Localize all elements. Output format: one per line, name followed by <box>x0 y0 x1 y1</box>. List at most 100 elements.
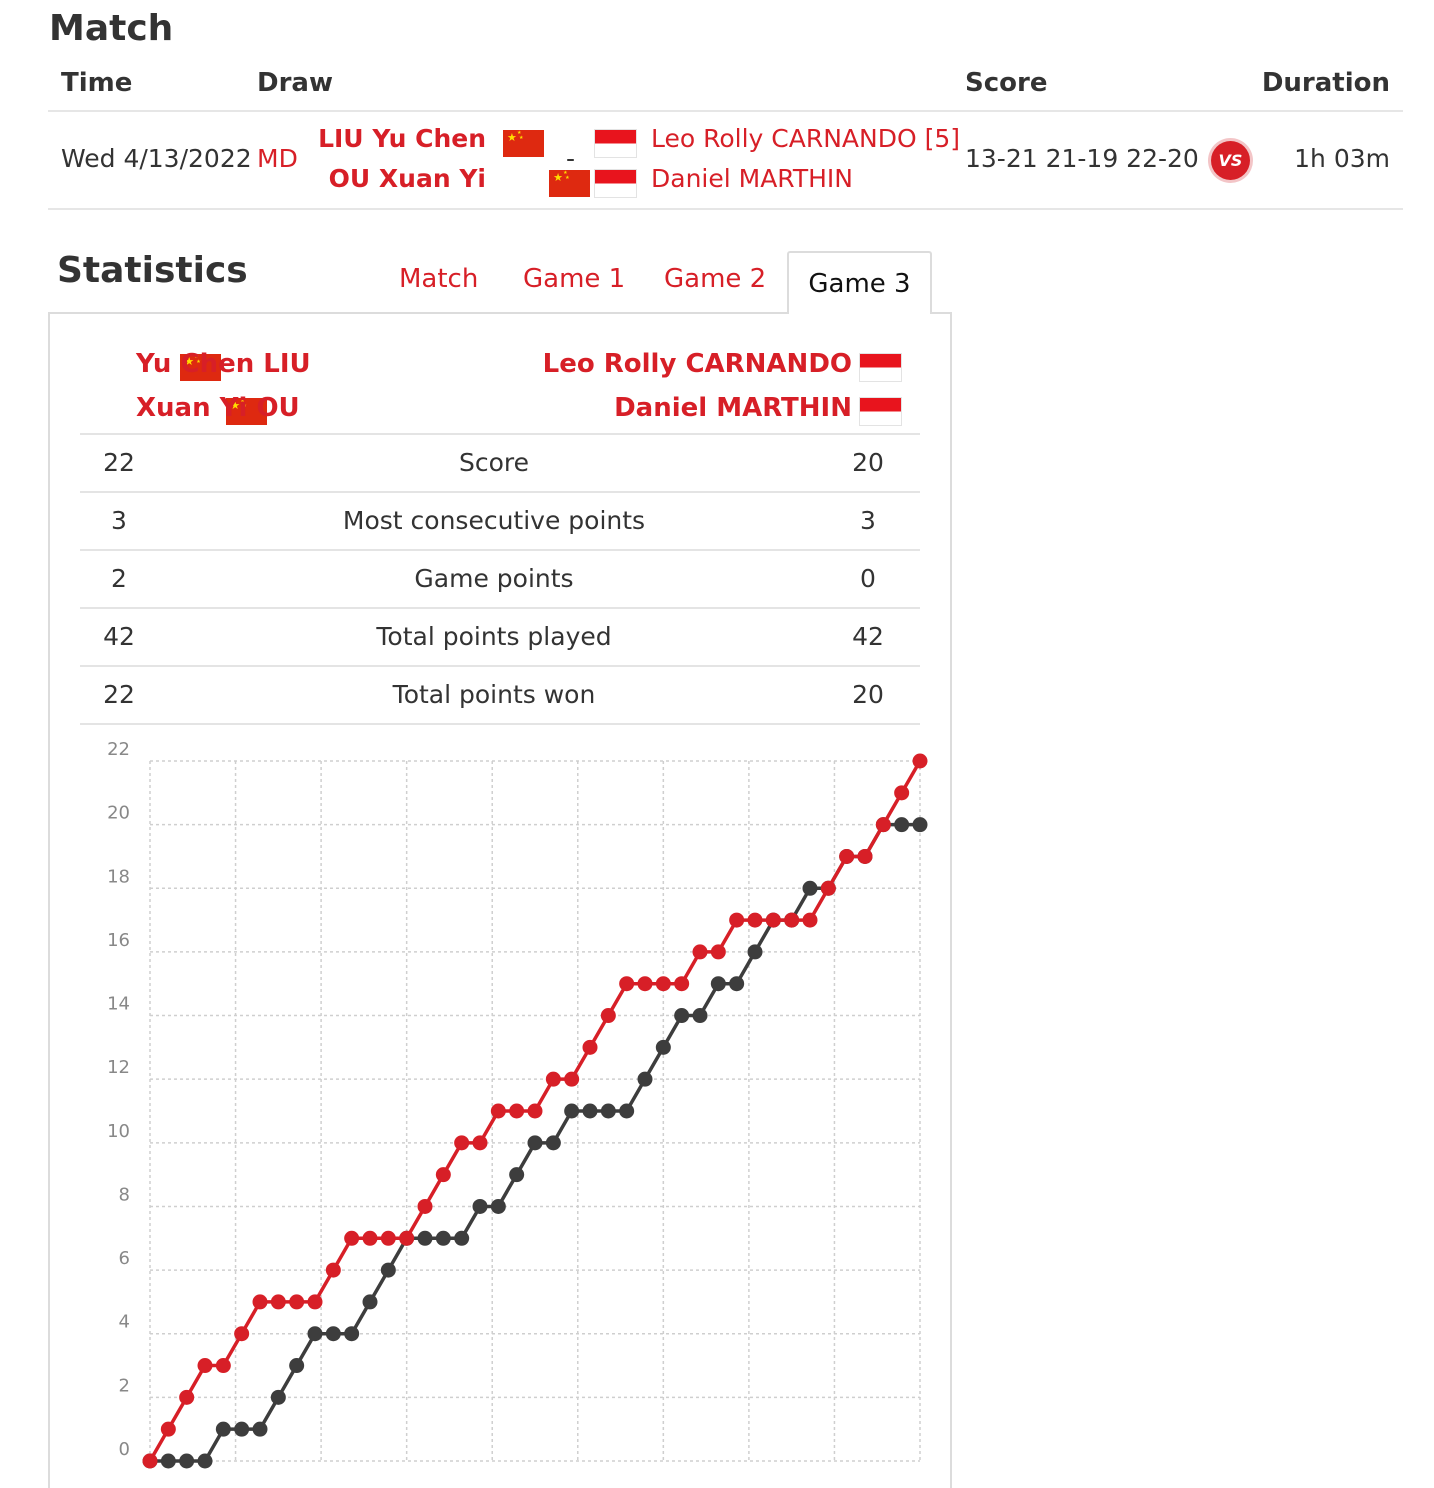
stat-right-value: 42 <box>852 622 884 651</box>
data-point-series-1 <box>912 753 928 769</box>
data-point-series-1 <box>234 1326 250 1342</box>
stat-left-value: 2 <box>111 564 127 593</box>
china-flag-icon: ★ ★ ★ <box>180 354 222 381</box>
y-tick-label: 20 <box>107 803 130 824</box>
team2-player1-link[interactable]: Leo Rolly CARNANDO [5] <box>651 124 961 153</box>
data-point-series-1 <box>729 912 745 928</box>
data-point-series-1 <box>582 1039 598 1055</box>
data-point-series-1 <box>802 912 818 928</box>
data-point-series-1 <box>435 1167 451 1183</box>
match-draw-link[interactable]: MD <box>257 144 298 173</box>
data-point-series-2 <box>289 1358 305 1374</box>
data-point-series-1 <box>252 1294 268 1310</box>
data-point-series-2 <box>490 1198 506 1214</box>
stats-player-right-1[interactable]: Leo Rolly CARNANDO <box>542 349 852 379</box>
y-tick-label: 16 <box>107 930 130 951</box>
data-point-series-1 <box>270 1294 286 1310</box>
indonesia-flag-icon <box>595 170 636 197</box>
data-point-series-2 <box>307 1326 323 1342</box>
stat-right-value: 20 <box>852 448 884 477</box>
stat-label: Total points played <box>376 622 612 651</box>
data-point-series-1 <box>655 976 671 992</box>
match-date: Wed 4/13/2022 <box>61 144 252 173</box>
indonesia-flag-icon <box>860 354 901 381</box>
data-point-series-1 <box>894 785 910 801</box>
y-tick-label: 0 <box>119 1439 130 1460</box>
data-point-series-2 <box>344 1326 360 1342</box>
data-point-series-1 <box>820 880 836 896</box>
stats-divider <box>80 433 920 435</box>
data-point-series-1 <box>710 944 726 960</box>
china-flag-icon: ★ ★ ★ <box>549 170 591 197</box>
header-divider <box>48 110 1403 112</box>
data-point-series-2 <box>362 1294 378 1310</box>
y-tick-label: 2 <box>119 1375 130 1396</box>
data-point-series-1 <box>490 1103 506 1119</box>
data-point-series-1 <box>600 1008 616 1024</box>
stats-player-left-2[interactable]: Xuan Yi OU <box>136 393 300 423</box>
tab-game-1[interactable]: Game 1 <box>523 264 626 294</box>
team1-player2-link[interactable]: OU Xuan Yi <box>328 164 486 193</box>
match-score: 13-21 21-19 22-20 <box>965 144 1199 173</box>
data-point-series-2 <box>802 880 818 896</box>
data-point-series-1 <box>784 912 800 928</box>
data-point-series-1 <box>509 1103 525 1119</box>
data-point-series-2 <box>600 1103 616 1119</box>
data-point-series-2 <box>234 1421 250 1437</box>
data-point-series-1 <box>472 1135 488 1151</box>
stat-left-value: 42 <box>103 622 135 651</box>
china-flag-icon: ★ ★ ★ <box>226 398 268 425</box>
data-point-series-1 <box>142 1453 158 1469</box>
data-point-series-2 <box>637 1071 653 1087</box>
stats-divider <box>80 723 920 725</box>
stat-left-value: 22 <box>103 448 135 477</box>
stat-left-value: 22 <box>103 680 135 709</box>
data-point-series-1 <box>674 976 690 992</box>
data-point-series-1 <box>215 1358 231 1374</box>
team2-player2-link[interactable]: Daniel MARTHIN <box>651 164 854 193</box>
data-point-series-2 <box>509 1167 525 1183</box>
stats-divider <box>80 665 920 667</box>
data-point-series-1 <box>179 1389 195 1405</box>
stats-player-left-1[interactable]: Yu Chen LIU <box>136 349 311 379</box>
data-point-series-2 <box>692 1008 708 1024</box>
data-point-series-1 <box>307 1294 323 1310</box>
stats-divider <box>80 549 920 551</box>
data-point-series-2 <box>435 1230 451 1246</box>
data-point-series-2 <box>912 817 928 833</box>
data-point-series-1 <box>564 1071 580 1087</box>
data-point-series-2 <box>197 1453 213 1469</box>
tab-match[interactable]: Match <box>399 264 479 294</box>
data-point-series-1 <box>289 1294 305 1310</box>
data-point-series-1 <box>344 1230 360 1246</box>
team1-player1-link[interactable]: LIU Yu Chen <box>318 124 486 153</box>
data-point-series-1 <box>619 976 635 992</box>
data-point-series-2 <box>454 1230 470 1246</box>
stats-player-right-2[interactable]: Daniel MARTHIN <box>614 393 852 423</box>
data-point-series-1 <box>545 1071 561 1087</box>
stat-right-value: 0 <box>860 564 876 593</box>
data-point-series-1 <box>692 944 708 960</box>
vs-badge-icon[interactable]: VS <box>1211 141 1250 180</box>
tab-game-2[interactable]: Game 2 <box>664 264 767 294</box>
data-point-series-1 <box>399 1230 415 1246</box>
data-point-series-1 <box>197 1358 213 1374</box>
data-point-series-2 <box>179 1453 195 1469</box>
y-tick-label: 14 <box>107 994 130 1015</box>
data-point-series-2 <box>729 976 745 992</box>
data-point-series-2 <box>160 1453 176 1469</box>
stat-left-value: 3 <box>111 506 127 535</box>
data-point-series-1 <box>839 848 855 864</box>
match-title: Match <box>49 8 174 49</box>
y-tick-label: 10 <box>107 1121 130 1142</box>
data-point-series-1 <box>875 817 891 833</box>
stat-label: Game points <box>414 564 574 593</box>
data-point-series-2 <box>894 817 910 833</box>
statistics-panel <box>48 312 952 1488</box>
data-point-series-1 <box>857 848 873 864</box>
tab-game-3[interactable]: Game 3 <box>787 251 932 314</box>
row-divider <box>48 208 1403 210</box>
data-point-series-2 <box>564 1103 580 1119</box>
stat-label: Total points won <box>392 680 596 709</box>
china-flag-icon: ★ ★ ★ <box>503 130 544 157</box>
